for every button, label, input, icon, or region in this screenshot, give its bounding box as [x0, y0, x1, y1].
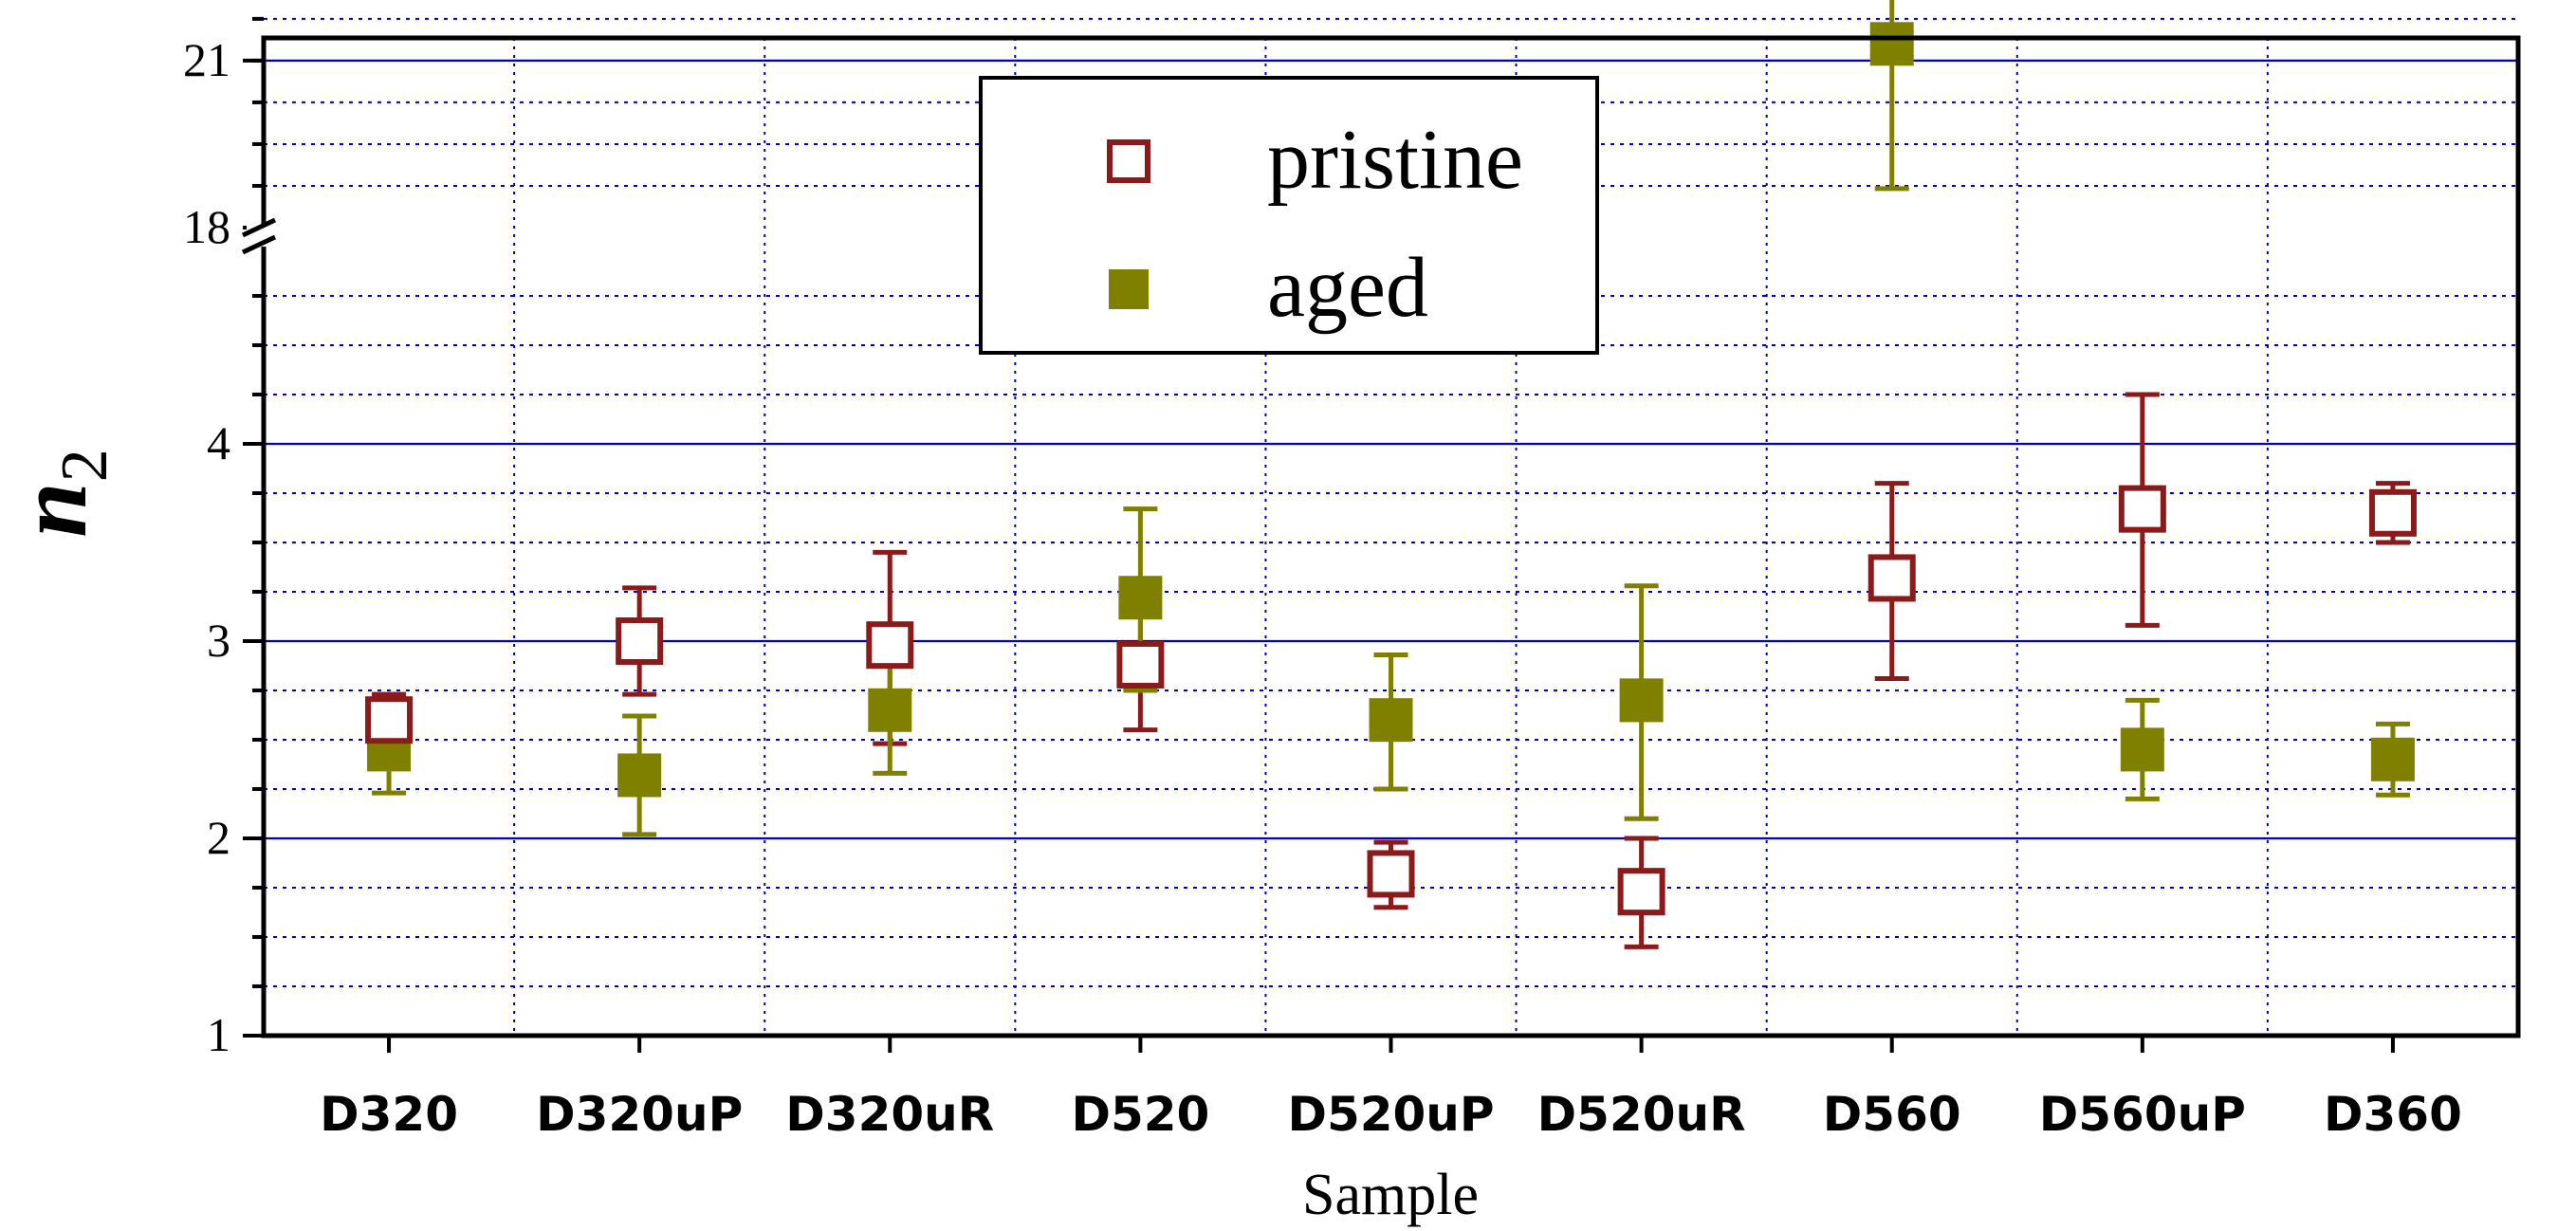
y-axis-title-symbol: n	[0, 482, 107, 537]
y-axis-title-subscript: 2	[48, 449, 121, 482]
pristine-point	[616, 617, 664, 665]
y-axis: 1 2 3 4 18 21	[183, 16, 281, 1061]
aged-point	[617, 753, 662, 798]
aged-point	[1369, 698, 1413, 743]
aged-point	[1869, 22, 1914, 66]
x-tick-label: D320	[320, 1087, 458, 1142]
aged-point	[1619, 678, 1664, 723]
x-axis-title: Sample	[1302, 1163, 1479, 1227]
legend-label-aged: aged	[1267, 241, 1428, 335]
y-tick-label: 21	[183, 33, 230, 86]
legend: pristine aged	[979, 76, 1599, 355]
pristine-point	[2368, 488, 2417, 537]
x-tick-label: D360	[2324, 1087, 2462, 1142]
axis-break-mark	[241, 217, 277, 238]
x-tick-label: D560	[1823, 1087, 1961, 1142]
y-tick-label: 2	[207, 811, 230, 864]
y-axis-title: n2	[0, 449, 121, 537]
pristine-point	[1116, 640, 1165, 689]
pristine-point	[866, 621, 914, 670]
pristine-point	[1617, 868, 1665, 916]
x-tick-label: D320uP	[536, 1087, 743, 1142]
pristine-point	[1868, 554, 1916, 602]
x-tick-label: D520uR	[1537, 1087, 1746, 1142]
legend-marker-aged	[1109, 269, 1149, 309]
x-tick-label: D560uP	[2039, 1087, 2246, 1142]
aged-point	[868, 688, 912, 732]
pristine-point	[1367, 850, 1415, 898]
axis-break-mark	[241, 234, 277, 255]
x-tick-label: D520	[1071, 1087, 1209, 1142]
aged-point	[1118, 576, 1163, 620]
y-tick-label: 1	[207, 1008, 230, 1061]
aged-point	[2370, 737, 2415, 781]
aged-point	[2120, 727, 2164, 772]
legend-box	[979, 76, 1599, 355]
pristine-point	[2118, 485, 2166, 533]
legend-label-pristine: pristine	[1267, 113, 1523, 207]
y-tick-label: 3	[207, 614, 230, 667]
y-tick-label: 4	[207, 416, 230, 469]
pristine-point	[365, 696, 414, 744]
legend-marker-pristine	[1107, 139, 1150, 183]
x-tick-label: D520uP	[1287, 1087, 1494, 1142]
y-tick-label: 18	[183, 200, 230, 253]
data-marks	[365, 0, 2417, 949]
x-axis: D320 D320uP D320uR D520 D520uP D520uR D560 D560…	[320, 1036, 2462, 1142]
x-tick-label: D320uR	[785, 1087, 994, 1142]
